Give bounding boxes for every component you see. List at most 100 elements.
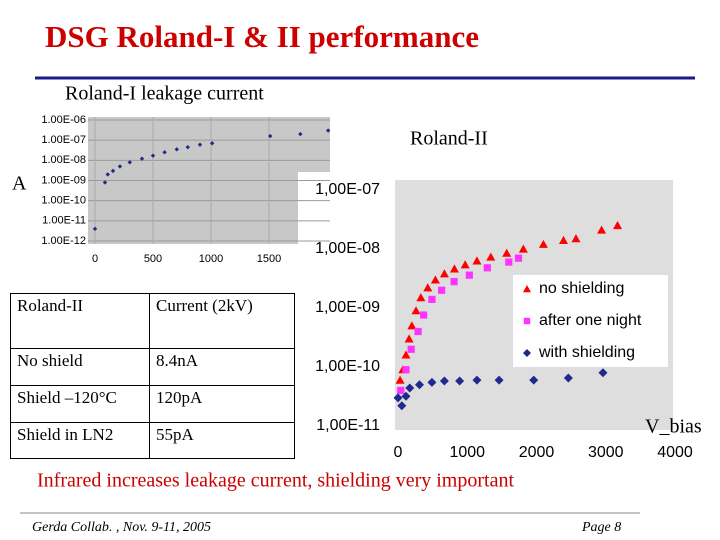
data-point bbox=[483, 264, 491, 272]
x-tick-label: 4000 bbox=[657, 444, 693, 461]
footer-left: Gerda Collab. , Nov. 9-11, 2005 bbox=[32, 520, 211, 535]
data-point bbox=[450, 278, 458, 286]
slide-title: DSG Roland-I & II performance bbox=[45, 19, 479, 54]
y-tick-label: 1,00E-08 bbox=[315, 240, 380, 257]
data-point bbox=[502, 248, 512, 257]
data-point bbox=[438, 286, 446, 294]
data-point bbox=[197, 142, 203, 147]
data-point bbox=[92, 226, 98, 232]
data-point bbox=[411, 306, 421, 315]
cell: 120pA bbox=[149, 385, 295, 423]
data-point bbox=[209, 141, 215, 146]
data-point bbox=[401, 350, 411, 359]
legend-swatch bbox=[523, 285, 531, 293]
x-tick-label: 0 bbox=[394, 444, 403, 461]
legend-label: with shielding bbox=[538, 344, 635, 361]
header-cell: Current (2kV) bbox=[149, 293, 295, 349]
x-axis-label: V_bias bbox=[645, 416, 702, 438]
y-tick-label: 1,00E-10 bbox=[315, 358, 380, 375]
data-point bbox=[267, 133, 273, 139]
data-point bbox=[505, 258, 513, 266]
chart1-title: Roland-I leakage current bbox=[65, 83, 264, 105]
data-point bbox=[439, 269, 449, 278]
cell: Shield –120°C bbox=[10, 385, 150, 423]
cell: Shield in LN2 bbox=[10, 422, 150, 459]
data-point bbox=[298, 131, 303, 137]
cell: 8.4nA bbox=[149, 348, 295, 386]
data-point bbox=[117, 164, 123, 169]
y-unit-label: A bbox=[12, 173, 27, 195]
y-tick-label: 1,00E-07 bbox=[315, 181, 380, 198]
data-point bbox=[325, 128, 331, 133]
legend-label: no shielding bbox=[539, 280, 624, 297]
x-tick-label: 1000 bbox=[199, 253, 223, 265]
chart1: 1.00E-06 1.00E-07 1.00E-08 1.00E-09 1.00E-10… bbox=[41, 114, 331, 265]
x-tick-label: 3000 bbox=[588, 444, 624, 461]
data-point bbox=[529, 375, 539, 385]
table-row: Shield in LN2 55pA bbox=[10, 422, 295, 459]
cell: 55pA bbox=[149, 422, 295, 459]
data-point bbox=[404, 334, 414, 343]
data-point bbox=[127, 160, 132, 165]
data-point bbox=[559, 235, 569, 244]
data-point bbox=[102, 180, 108, 185]
data-point bbox=[174, 147, 179, 152]
y-tick-label: 1.00E-10 bbox=[41, 195, 86, 207]
data-point bbox=[395, 375, 405, 384]
data-point bbox=[563, 373, 573, 383]
y-tick-label: 1.00E-07 bbox=[41, 134, 86, 146]
data-point bbox=[162, 150, 167, 155]
cell: No shield bbox=[10, 348, 150, 386]
data-point bbox=[139, 156, 145, 161]
y-tick-label: 1.00E-12 bbox=[41, 235, 86, 247]
legend-swatch bbox=[523, 349, 531, 357]
data-point bbox=[428, 295, 436, 303]
data-point bbox=[150, 153, 156, 158]
caption: Infrared increases leakage current, shie… bbox=[37, 470, 514, 492]
data-point bbox=[401, 391, 411, 401]
chart2: 1,00E-07 1,00E-08 1,00E-09 1,00E-10 1,00E-11… bbox=[315, 181, 693, 461]
data-point bbox=[472, 256, 482, 265]
data-point bbox=[598, 368, 608, 378]
x-tick-label: 2000 bbox=[519, 444, 555, 461]
y-tick-label: 1,00E-11 bbox=[316, 417, 380, 434]
x-tick-label: 500 bbox=[144, 253, 162, 265]
y-tick-label: 1.00E-08 bbox=[41, 154, 86, 166]
data-point bbox=[430, 275, 440, 284]
data-point bbox=[423, 283, 433, 292]
data-point bbox=[420, 311, 428, 319]
x-tick-label: 1000 bbox=[449, 444, 485, 461]
data-point bbox=[110, 168, 116, 174]
data-point bbox=[405, 383, 415, 393]
data-point bbox=[449, 264, 459, 273]
legend-swatch bbox=[523, 317, 531, 325]
data-point bbox=[414, 327, 422, 336]
data-point bbox=[472, 375, 482, 385]
x-tick-label: 1500 bbox=[257, 253, 281, 265]
data-point bbox=[427, 377, 437, 387]
footer-right: Page 8 bbox=[581, 520, 621, 535]
data-point bbox=[460, 260, 470, 269]
y-tick-label: 1.00E-06 bbox=[41, 114, 86, 126]
data-point bbox=[465, 271, 473, 279]
table-row: Shield –120°C 120pA bbox=[10, 385, 295, 423]
data-point bbox=[494, 375, 504, 385]
data-point bbox=[407, 345, 415, 353]
data-point bbox=[439, 376, 449, 386]
data-point bbox=[571, 234, 581, 243]
table-header: Roland-II Current (2kV) bbox=[10, 293, 295, 349]
table-row: No shield 8.4nA bbox=[10, 348, 295, 386]
data-point bbox=[402, 366, 410, 374]
data-point bbox=[538, 239, 548, 248]
data-point bbox=[514, 254, 523, 262]
data-point bbox=[416, 293, 426, 302]
data-point bbox=[105, 172, 110, 177]
data-point bbox=[393, 393, 403, 403]
data-point bbox=[185, 144, 190, 150]
y-tick-label: 1,00E-09 bbox=[315, 299, 380, 316]
header-cell: Roland-II bbox=[10, 293, 150, 349]
legend-box bbox=[513, 275, 668, 367]
data-point bbox=[397, 386, 405, 395]
results-table: Roland-II Current (2kV) No shield 8.4nA … bbox=[10, 293, 295, 459]
data-point bbox=[397, 401, 407, 411]
